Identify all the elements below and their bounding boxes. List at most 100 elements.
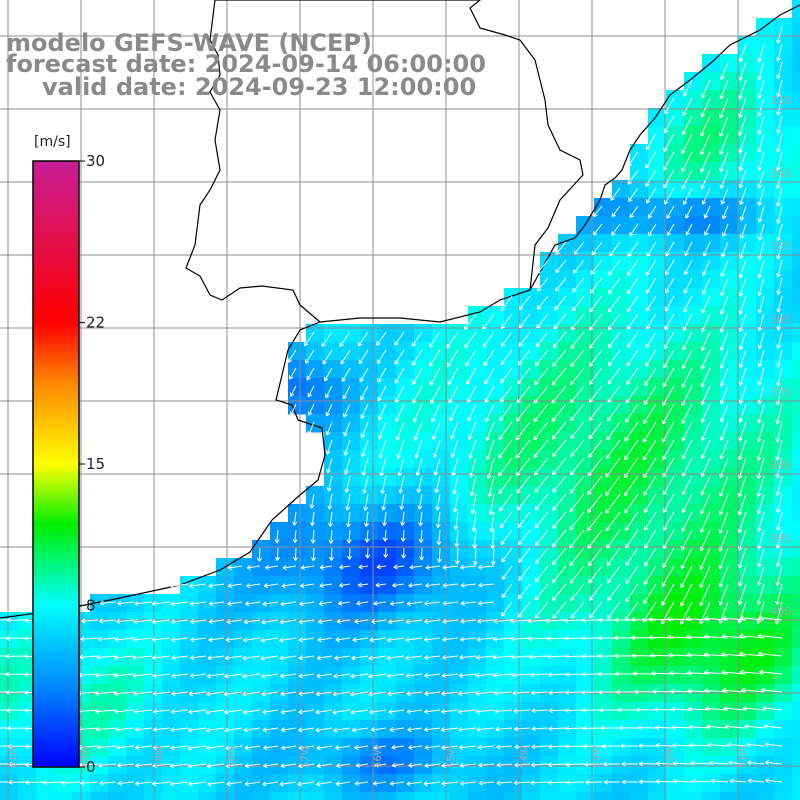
wind-cell [576, 702, 595, 721]
wind-cell [288, 774, 307, 793]
wind-cell [594, 468, 613, 487]
wind-arrow [606, 421, 621, 441]
wind-arrow [329, 547, 335, 561]
wind-arrow [719, 367, 729, 387]
wind-arrow [429, 349, 441, 367]
wind-arrow [642, 601, 657, 623]
wind-arrow [360, 439, 369, 458]
wind-arrow [700, 115, 711, 137]
wind-cell [522, 720, 541, 739]
wind-arrow [170, 619, 189, 625]
wind-cell [234, 630, 253, 649]
wind-arrow [242, 709, 261, 715]
wind-cell [684, 180, 703, 199]
wind-cell [396, 540, 415, 559]
wind-arrow [625, 583, 639, 603]
wind-arrow [335, 745, 351, 751]
lon-label: 59W [154, 745, 165, 768]
wind-cell [774, 504, 793, 523]
wind-arrow [744, 724, 765, 730]
wind-arrow [392, 582, 405, 588]
wind-arrow [607, 583, 621, 602]
wind-arrow [263, 745, 279, 751]
wind-cell [630, 234, 649, 253]
wind-arrow [206, 673, 225, 679]
wind-arrow [365, 547, 371, 559]
wind-cell [594, 648, 613, 667]
wind-arrow [721, 223, 729, 237]
wind-cell [252, 792, 271, 800]
wind-arrow [275, 547, 281, 561]
wind-cell [198, 774, 217, 793]
wind-cell [720, 738, 739, 757]
wind-arrow [116, 618, 135, 624]
wind-cell [342, 378, 361, 397]
wind-arrow [655, 725, 675, 730]
wind-arrow [588, 565, 603, 584]
wind-arrow [499, 403, 513, 422]
wind-arrow [636, 707, 657, 713]
wind-arrow [666, 223, 675, 236]
wind-cell [414, 666, 433, 685]
wind-cell [504, 540, 523, 559]
wind-arrow [634, 689, 657, 695]
wind-arrow [589, 601, 603, 619]
wind-arrow [626, 331, 639, 348]
wind-arrow [645, 169, 657, 187]
wind-cell [432, 504, 451, 523]
wind-arrow [435, 511, 441, 528]
wind-arrow [343, 457, 351, 475]
wind-cell [396, 648, 415, 667]
wind-cell [558, 252, 577, 271]
wind-arrow [501, 547, 513, 563]
wind-cell [702, 792, 721, 800]
wind-arrow [720, 277, 729, 296]
wind-arrow [389, 727, 405, 732]
wind-arrow [513, 708, 531, 714]
wind-cell [774, 720, 793, 739]
wind-arrow [601, 743, 621, 749]
wind-arrow [701, 277, 711, 295]
wind-arrow [408, 744, 423, 750]
wind-cell [702, 378, 721, 397]
wind-cell [414, 540, 433, 559]
wind-arrow [336, 619, 351, 624]
wind-arrow [418, 511, 424, 527]
wind-cell [756, 378, 775, 397]
wind-arrow [257, 547, 262, 562]
wind-cell [486, 324, 505, 343]
wind-arrow [470, 493, 477, 515]
wind-arrow [647, 223, 657, 237]
wind-cell [360, 450, 379, 469]
wind-cell [666, 324, 685, 343]
wind-arrow [411, 367, 423, 385]
wind-cell [720, 180, 739, 199]
wind-arrow [442, 636, 459, 642]
wind-cell [630, 468, 649, 487]
wind-arrow [624, 475, 639, 497]
wind-arrow [360, 403, 369, 419]
wind-cell [468, 558, 487, 577]
wind-arrow [280, 601, 297, 607]
wind-arrow [341, 367, 351, 382]
wind-cell [702, 720, 721, 739]
wind-arrow [0, 637, 9, 639]
wind-arrow [514, 762, 531, 768]
wind-cell [666, 216, 685, 235]
wind-cell [702, 468, 721, 487]
wind-cell [306, 702, 325, 721]
wind-cell [756, 540, 775, 559]
wind-arrow [681, 151, 693, 173]
wind-arrow [500, 313, 513, 329]
wind-arrow [719, 421, 729, 441]
wind-cell [612, 342, 631, 361]
wind-arrow [536, 295, 549, 310]
wind-arrow [700, 421, 711, 441]
wind-arrow [152, 673, 171, 679]
wind-cell [738, 288, 757, 307]
wind-arrow [363, 493, 369, 511]
wind-cell [756, 756, 775, 775]
wind-arrow [450, 421, 459, 440]
wind-arrow [517, 511, 531, 528]
lon-label: 56W [373, 745, 384, 768]
